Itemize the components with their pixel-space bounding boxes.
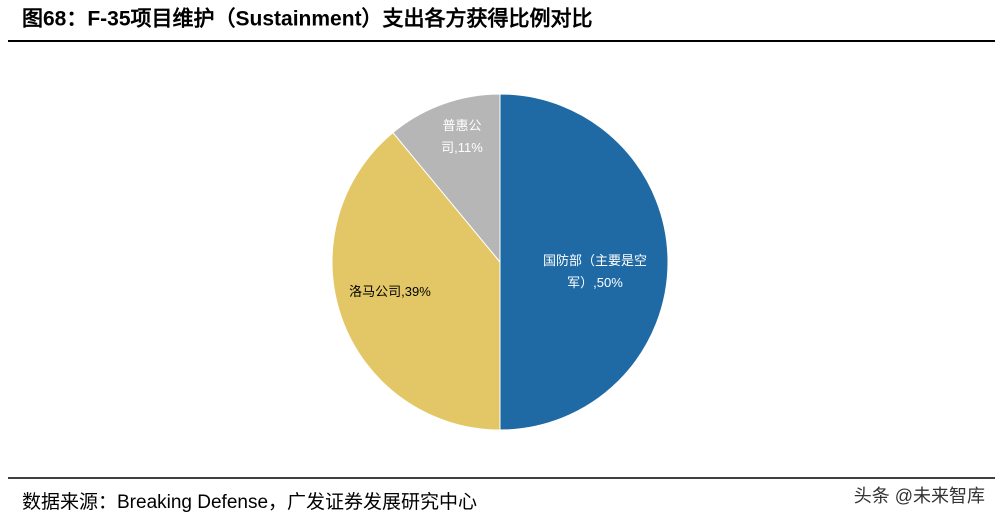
data-label: 普惠公司,11% [441,118,483,155]
source-note: 数据来源：Breaking Defense，广发证券发展研究中心 [22,491,477,513]
pie-slice [499,93,669,431]
data-label: 国防部（主要是空军）,50% [542,253,647,290]
data-label: 洛马公司,39% [349,284,431,299]
pie-slice [331,131,501,431]
pie-slice [392,93,501,264]
pie [331,93,669,431]
chart-title: 图68：F-35项目维护（Sustainment）支出各方获得比例对比 [22,7,593,31]
watermark: 头条 @未来智库 [854,486,985,506]
